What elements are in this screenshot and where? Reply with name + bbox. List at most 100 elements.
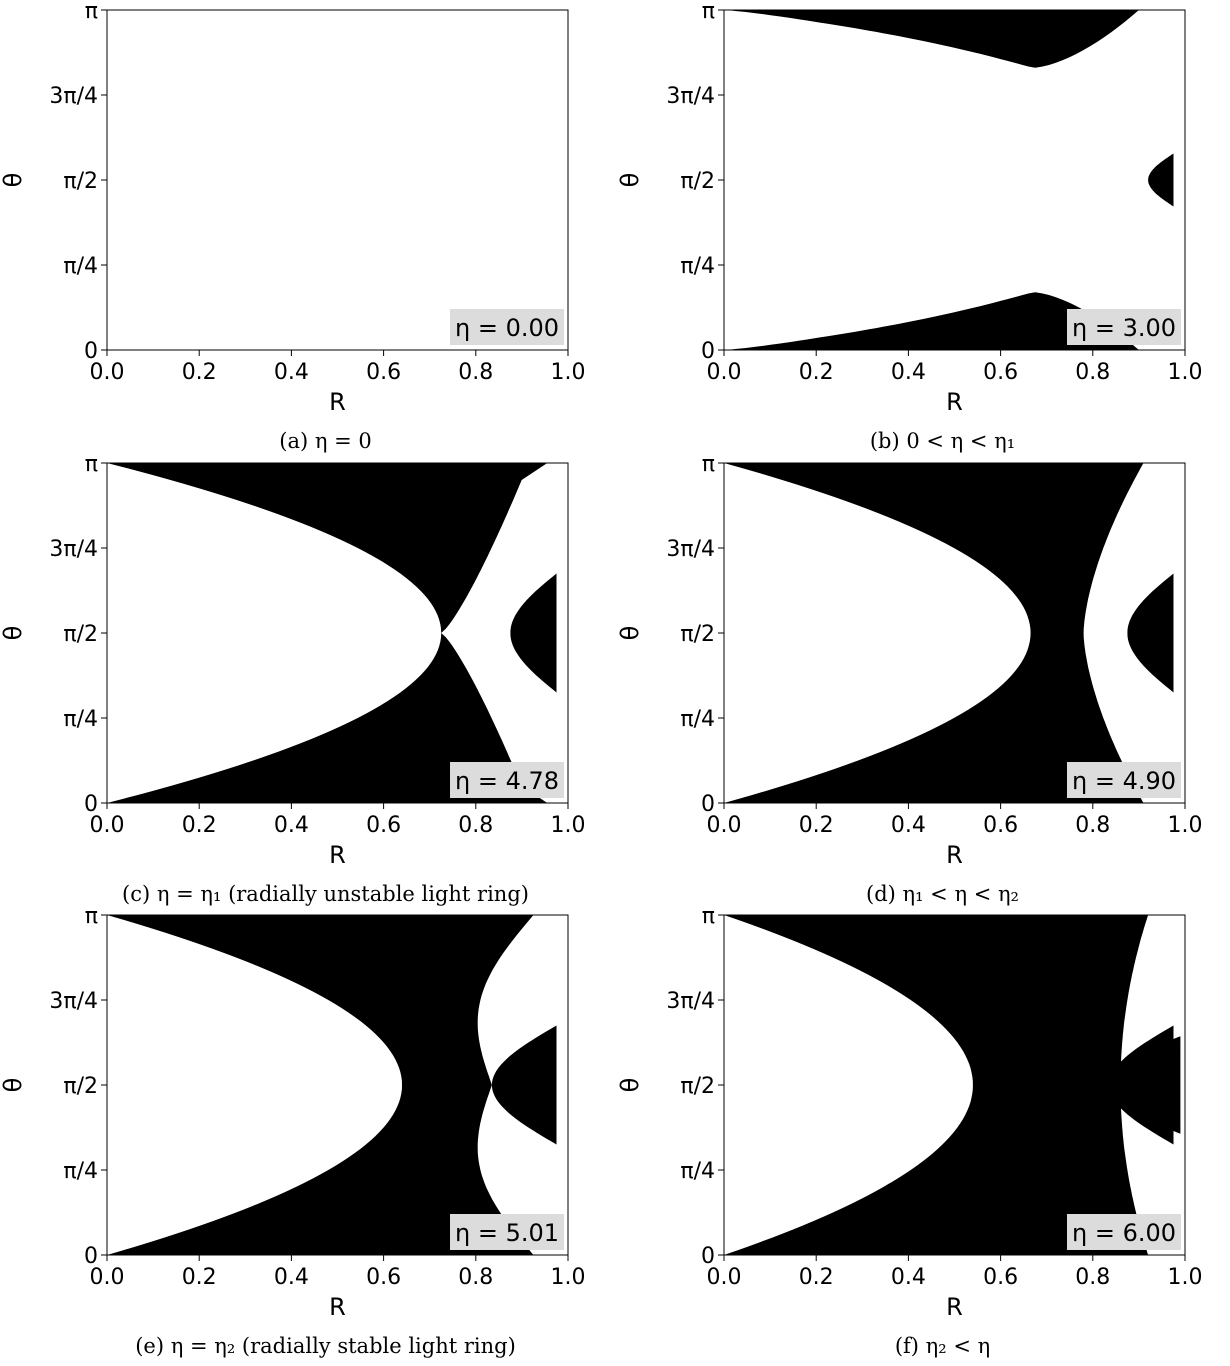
- y-tick-label: 0: [84, 339, 98, 364]
- y-tick-label: π/4: [63, 254, 98, 279]
- x-tick-label: 0.8: [458, 1265, 493, 1290]
- right-shadow-crescent: [1108, 1025, 1174, 1145]
- x-tick-label: 0.0: [707, 360, 742, 385]
- shadow-regions: [724, 463, 1174, 803]
- x-axis-label: R: [946, 1293, 963, 1321]
- x-tick-label: 0.4: [891, 360, 926, 385]
- panel-caption: (d) η₁ < η < η₂: [866, 882, 1019, 906]
- x-tick-label: 0.6: [983, 360, 1018, 385]
- panel-caption: (a) η = 0: [279, 429, 371, 453]
- x-tick-label: 1.0: [1168, 360, 1203, 385]
- panel-b: 0.0 0.2 0.4 0.6 0.8 1.0 0 π/4 π/2 3π/4 π Rθ η = 3.00…: [616, 0, 1203, 453]
- x-tick-label: 0.0: [707, 813, 742, 838]
- x-tick-label: 0.8: [1075, 360, 1110, 385]
- x-axis-label: R: [329, 388, 346, 416]
- eta-annotation: η = 4.90: [1072, 767, 1176, 795]
- right-shadow-crescent: [510, 573, 557, 693]
- y-tick-label: 3π/4: [49, 989, 98, 1014]
- x-axis-label: R: [329, 841, 346, 869]
- y-tick-label: π/4: [680, 1159, 715, 1184]
- shadow-regions: [107, 463, 557, 803]
- eta-annotation: η = 3.00: [1072, 314, 1176, 342]
- eta-annotation-box: [450, 309, 564, 345]
- y-tick-label: 3π/4: [666, 537, 715, 562]
- x-tick-label: 0.6: [983, 1265, 1018, 1290]
- y-tick-label: π/2: [680, 622, 715, 647]
- y-tick-label: 0: [701, 792, 715, 817]
- y-tick-label: π/4: [680, 707, 715, 732]
- x-tick-label: 0.2: [182, 360, 217, 385]
- y-tick-label: π/2: [63, 1074, 98, 1099]
- panel-f: 0.0 0.2 0.4 0.6 0.8 1.0 0 π/4 π/2 3π/4 π Rθ η = 6.00…: [616, 904, 1203, 1358]
- x-tick-label: 1.0: [1168, 813, 1203, 838]
- y-tick-label: π/2: [680, 169, 715, 194]
- shadow-regions: [724, 915, 1181, 1255]
- eta-annotation: η = 0.00: [455, 314, 559, 342]
- x-tick-label: 0.8: [458, 360, 493, 385]
- eta-annotation-box: [450, 762, 564, 798]
- plot-background: [107, 10, 568, 350]
- right-shadow-crescent: [1127, 573, 1174, 693]
- panel-caption: (b) 0 < η < η₁: [870, 429, 1015, 453]
- x-tick-label: 0.4: [274, 813, 309, 838]
- x-tick-label: 0.4: [274, 360, 309, 385]
- x-tick-label: 1.0: [551, 360, 586, 385]
- panel-e: 0.0 0.2 0.4 0.6 0.8 1.0 0 π/4 π/2 3π/4 π Rθ η = 5.01…: [0, 904, 586, 1358]
- y-tick-label: π: [702, 452, 715, 477]
- y-tick-label: π/4: [680, 254, 715, 279]
- eta-annotation: η = 5.01: [455, 1219, 559, 1247]
- y-tick-label: π/2: [63, 169, 98, 194]
- eta-annotation-box: [1067, 762, 1181, 798]
- x-tick-label: 1.0: [551, 1265, 586, 1290]
- x-tick-label: 0.8: [458, 813, 493, 838]
- y-tick-label: π/2: [63, 622, 98, 647]
- x-tick-label: 0.6: [366, 1265, 401, 1290]
- shadow-regions: [724, 10, 1174, 350]
- y-tick-label: 3π/4: [49, 537, 98, 562]
- y-tick-label: π/4: [63, 707, 98, 732]
- y-tick-label: 3π/4: [666, 989, 715, 1014]
- x-tick-label: 0.2: [182, 813, 217, 838]
- main-shadow-region: [107, 463, 548, 803]
- y-tick-label: 3π/4: [666, 84, 715, 109]
- y-tick-label: 3π/4: [49, 84, 98, 109]
- panel-caption: (c) η = η₁ (radially unstable light ring…: [122, 882, 529, 906]
- x-tick-label: 0.4: [891, 813, 926, 838]
- bottom-shadow-lobe: [724, 292, 1139, 350]
- x-tick-label: 0.6: [366, 813, 401, 838]
- panel-c: 0.0 0.2 0.4 0.6 0.8 1.0 0 π/4 π/2 3π/4 π Rθ η = 4.78…: [0, 452, 586, 906]
- y-axis-label: θ: [616, 626, 644, 641]
- x-tick-label: 0.0: [707, 1265, 742, 1290]
- eta-annotation: η = 4.78: [455, 767, 559, 795]
- x-tick-label: 0.0: [90, 813, 125, 838]
- x-axis-label: R: [946, 841, 963, 869]
- y-tick-label: 0: [701, 1244, 715, 1269]
- panel-a: 0.0 0.2 0.4 0.6 0.8 1.0 0 π/4 π/2 3π/4 π Rθ η = 0.00…: [0, 0, 586, 453]
- x-tick-label: 0.2: [799, 360, 834, 385]
- x-tick-label: 0.0: [90, 360, 125, 385]
- y-axis-label: θ: [616, 173, 644, 188]
- y-tick-label: π: [85, 0, 98, 24]
- y-tick-label: π/4: [63, 1159, 98, 1184]
- x-tick-label: 0.8: [1075, 1265, 1110, 1290]
- main-shadow-region: [724, 463, 1144, 803]
- y-tick-label: π: [85, 904, 98, 929]
- x-tick-label: 0.4: [891, 1265, 926, 1290]
- plot-background: [724, 10, 1185, 350]
- right-shadow-crescent: [1148, 137, 1174, 223]
- y-tick-label: π: [85, 452, 98, 477]
- eta-annotation-box: [1067, 1214, 1181, 1250]
- x-tick-label: 0.6: [983, 813, 1018, 838]
- x-axis-label: R: [946, 388, 963, 416]
- x-tick-label: 0.4: [274, 1265, 309, 1290]
- panel-caption: (f) η₂ < η: [895, 1334, 990, 1358]
- eta-annotation: η = 6.00: [1072, 1219, 1176, 1247]
- main-shadow-region: [724, 915, 1149, 1255]
- x-tick-label: 0.2: [799, 813, 834, 838]
- x-axis-label: R: [329, 1293, 346, 1321]
- x-tick-label: 0.8: [1075, 813, 1110, 838]
- y-tick-label: π: [702, 904, 715, 929]
- x-tick-label: 0.6: [366, 360, 401, 385]
- panel-d: 0.0 0.2 0.4 0.6 0.8 1.0 0 π/4 π/2 3π/4 π Rθ η = 4.90…: [616, 452, 1203, 906]
- y-tick-label: π: [702, 0, 715, 24]
